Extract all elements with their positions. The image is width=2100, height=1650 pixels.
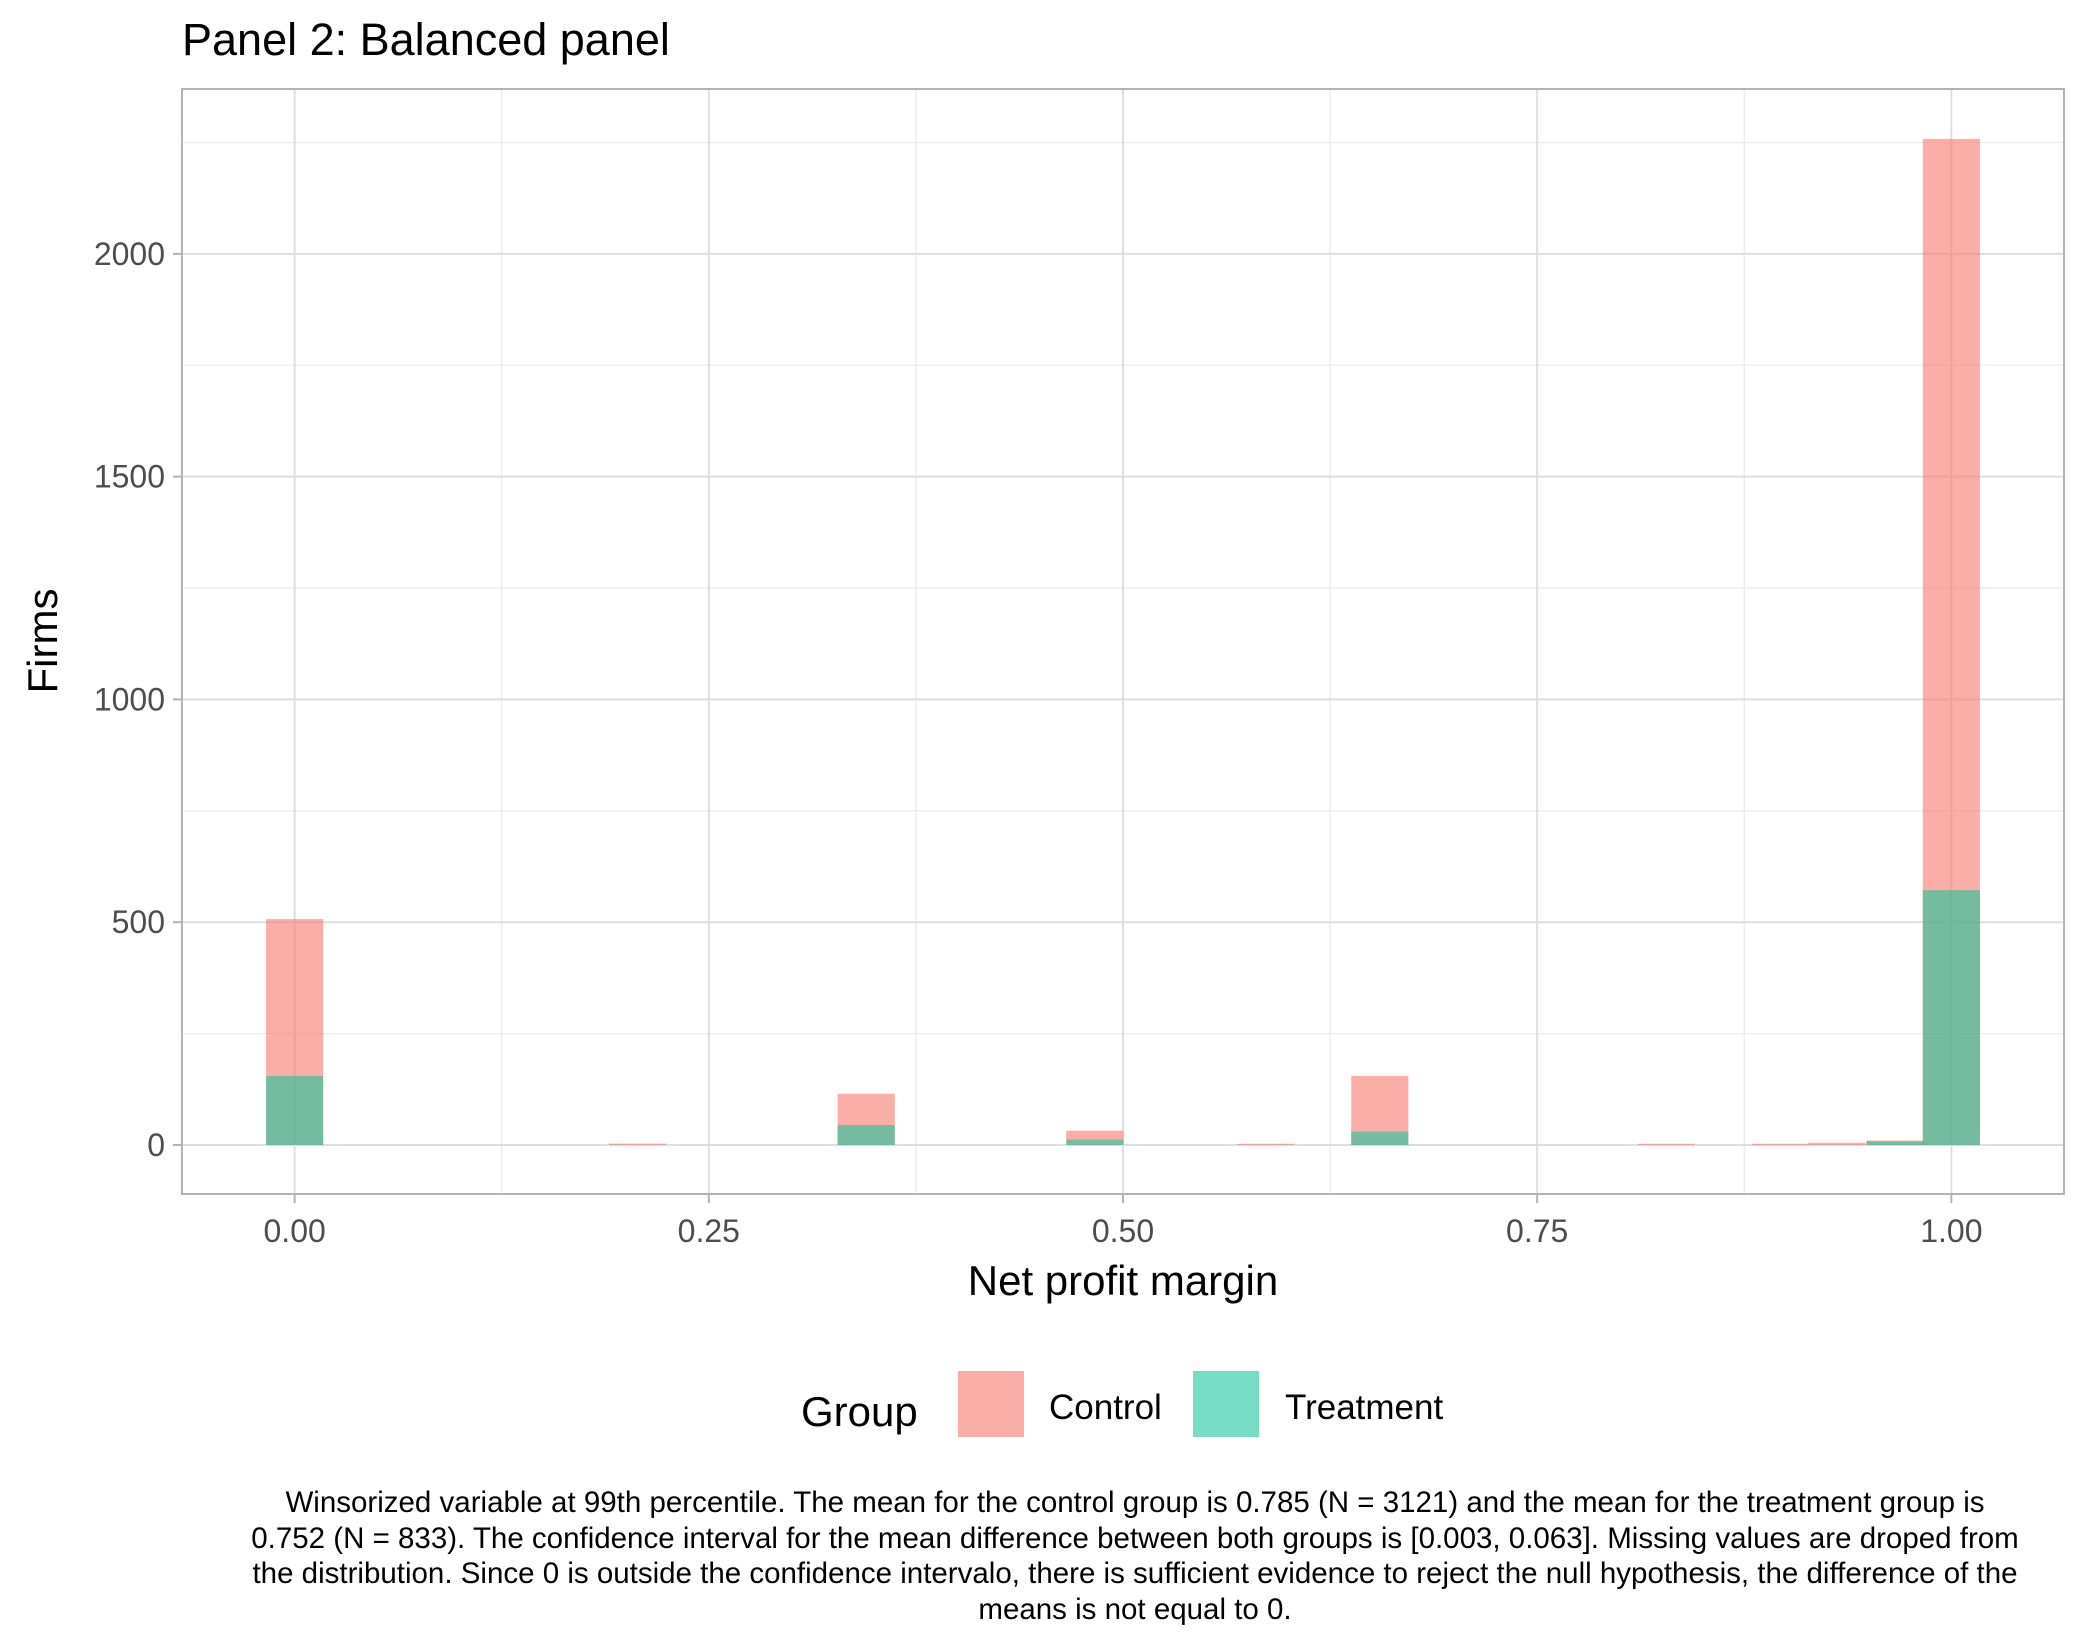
legend-label-treatment: Treatment (1285, 1388, 1443, 1427)
legend-swatch-control (958, 1371, 1024, 1437)
x-tick-label: 0.75 (1506, 1213, 1568, 1249)
legend-swatch-treatment (1193, 1371, 1259, 1437)
bar-control (1236, 1143, 1295, 1145)
bar-control (1637, 1143, 1695, 1145)
x-axis-title: Net profit margin (968, 1257, 1278, 1304)
y-tick-label: 2000 (94, 236, 165, 272)
bar-treatment (837, 1124, 895, 1145)
bars-layer (266, 138, 1980, 1145)
legend: Group Control Treatment (801, 1371, 1443, 1437)
bar-control (1808, 1142, 1866, 1145)
ticks-layer: 0.00 0.25 0.50 0.75 1.00 0 500 1000 1500 2000 (94, 236, 1983, 1249)
y-axis-title: Firms (19, 589, 66, 694)
bar-treatment (266, 1075, 324, 1145)
chart-title: Panel 2: Balanced panel (182, 14, 670, 65)
bar-control (609, 1143, 667, 1145)
bar-treatment (1351, 1131, 1409, 1145)
x-tick-label: 1.00 (1920, 1213, 1982, 1249)
y-tick-label: 1000 (94, 681, 165, 717)
legend-label-control: Control (1049, 1388, 1162, 1427)
bar-control (1752, 1143, 1810, 1145)
bar-treatment (1066, 1139, 1124, 1145)
x-tick-label: 0.25 (678, 1213, 740, 1249)
y-tick-label: 1500 (94, 459, 165, 495)
y-tick-label: 0 (147, 1127, 165, 1163)
bar-treatment (1922, 890, 1980, 1145)
grid-layer (182, 89, 2064, 1194)
legend-title: Group (801, 1388, 918, 1435)
x-tick-label: 0.50 (1092, 1213, 1154, 1249)
figure-caption: Winsorized variable at 99th percentile. … (251, 1486, 2019, 1626)
x-tick-label: 0.00 (264, 1213, 326, 1249)
bar-treatment (1866, 1141, 1924, 1145)
y-tick-label: 500 (112, 904, 165, 940)
